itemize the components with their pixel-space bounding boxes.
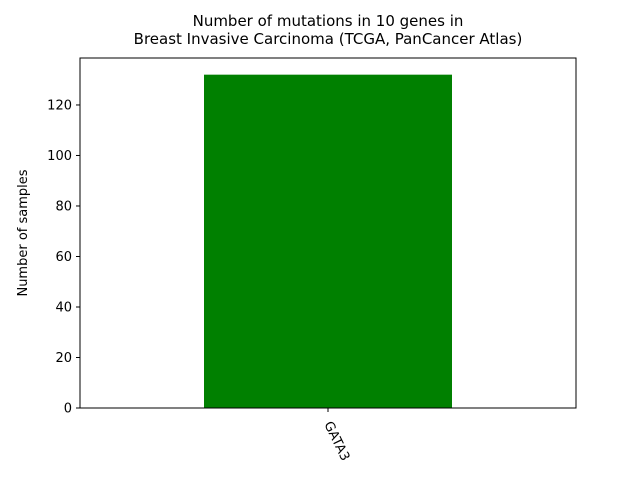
y-tick-label: 20 xyxy=(55,351,72,366)
bar-gata3 xyxy=(204,74,452,409)
x-axis: GATA3 xyxy=(320,408,352,464)
chart-title-line-1: Number of mutations in 10 genes in xyxy=(193,12,464,30)
y-tick-label: 100 xyxy=(47,149,72,164)
y-tick-label: 120 xyxy=(47,98,72,113)
y-tick-label: 80 xyxy=(55,199,72,214)
y-axis-label: Number of samples xyxy=(16,169,31,296)
y-tick-label: 60 xyxy=(55,250,72,265)
y-axis: 0 20 40 60 80 100 120 xyxy=(47,98,80,417)
x-tick-label-gata3: GATA3 xyxy=(320,419,352,463)
chart-title-line-2: Breast Invasive Carcinoma (TCGA, PanCanc… xyxy=(134,30,523,48)
y-tick-label: 0 xyxy=(64,402,72,417)
y-tick-label: 40 xyxy=(55,300,72,315)
bars-group xyxy=(204,74,452,409)
